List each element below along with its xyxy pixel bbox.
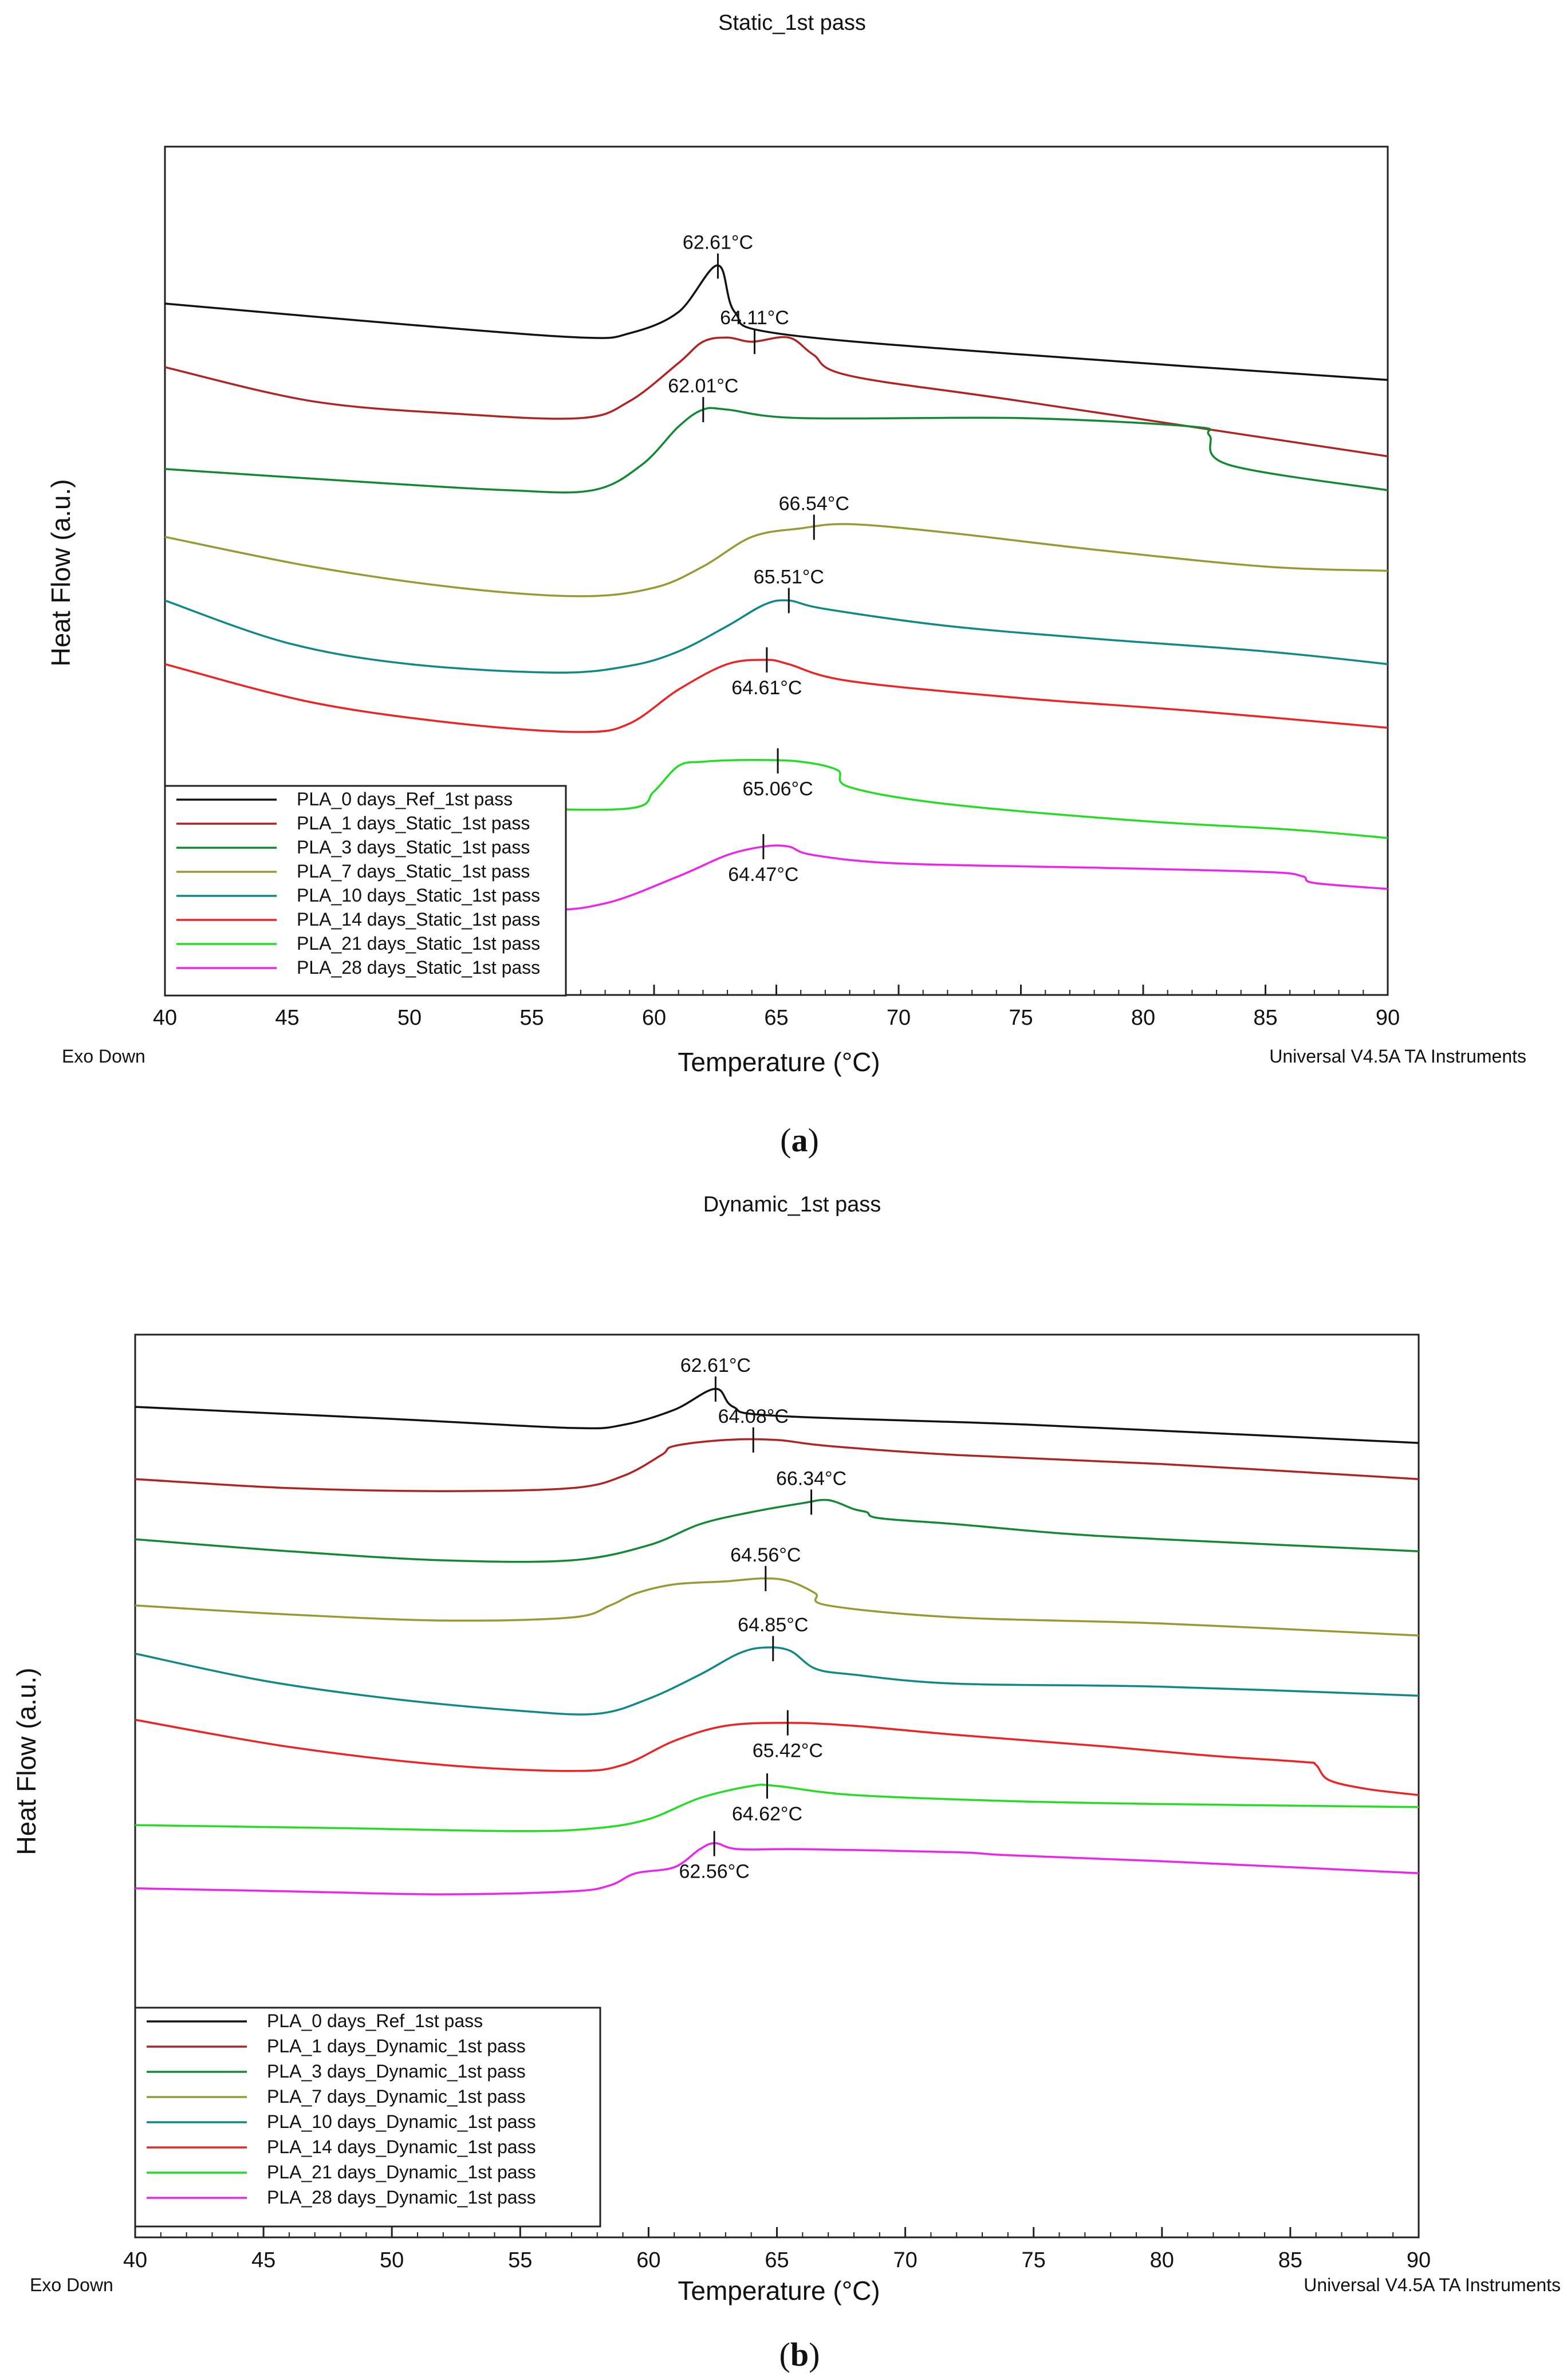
x-tick-label: 55 [519,1006,544,1030]
x-tick-label: 75 [1009,1006,1033,1030]
series-line [135,1646,1419,1716]
series-line [135,1842,1419,1895]
caption-paren: ) [808,1122,819,1159]
figure-caption: (b) [779,2336,820,2373]
footer-instrument: Universal V4.5A TA Instruments [1304,2275,1561,2295]
x-axis-label: Temperature (°C) [678,1047,880,1077]
caption-paren: ( [780,1122,791,1159]
legend-entry: PLA_0 days_Ref_1st pass [297,789,513,809]
legend-entry: PLA_1 days_Dynamic_1st pass [267,2036,526,2056]
series-line [164,659,1388,733]
peak-label: 65.51°C [754,566,824,588]
x-tick-label: 60 [642,1006,666,1030]
x-tick-label: 40 [153,1006,177,1030]
peak-label: 66.34°C [776,1468,847,1489]
legend-entry: PLA_1 days_Static_1st pass [297,813,530,833]
chart-title: Static_1st pass [718,11,866,35]
legend-box [164,785,567,997]
x-tick-label: 45 [275,1006,299,1030]
x-tick-label: 90 [1407,2248,1431,2272]
legend-entry: PLA_28 days_Dynamic_1st pass [267,2187,536,2208]
figure-caption: (a) [780,1122,819,1159]
x-tick-label: 40 [123,2248,147,2272]
footer-instrument: Universal V4.5A TA Instruments [1269,1046,1526,1067]
x-tick-label: 65 [765,2248,789,2272]
x-tick-label: 65 [764,1006,788,1030]
x-tick-label: 70 [893,2248,917,2272]
x-tick-label: 80 [1131,1006,1155,1030]
caption-letter: b [790,2336,809,2373]
y-axis-label: Heat Flow (a.u.) [11,1667,41,1855]
series-line [135,1783,1419,1832]
legend-entry: PLA_0 days_Ref_1st pass [267,2011,483,2031]
series-line [135,1718,1419,1796]
peak-label: 62.56°C [679,1861,750,1883]
peak-label: 62.01°C [668,375,738,397]
peak-label: 64.08°C [718,1406,789,1427]
chart-dynamic: Dynamic_1st pass 40 45 50 55 60 65 70 75 80 85 90 Te… [11,1193,1561,2373]
x-tick-label: 75 [1022,2248,1046,2272]
peak-label: 64.56°C [730,1544,801,1566]
caption-paren: ( [779,2336,790,2373]
legend-entry: PLA_3 days_Dynamic_1st pass [267,2061,526,2082]
legend-entry: PLA_21 days_Static_1st pass [297,933,540,954]
chart-static: Static_1st pass 40 45 50 55 60 65 70 75 80 85 90 Tem… [46,11,1526,1159]
series-line [135,1438,1419,1492]
caption-paren: ) [809,2336,820,2373]
series-line [135,1577,1419,1637]
legend-entry: PLA_28 days_Static_1st pass [297,957,540,978]
x-tick-label: 80 [1150,2248,1174,2272]
x-tick-label: 45 [251,2248,275,2272]
x-tick-label: 60 [636,2248,660,2272]
x-tick-label: 50 [397,1006,422,1030]
series-line [135,1387,1419,1444]
peak-label: 62.61°C [683,232,753,254]
legend-entry: PLA_14 days_Static_1st pass [297,909,540,930]
x-tick-label: 90 [1376,1006,1400,1030]
legend-entry: PLA_10 days_Dynamic_1st pass [267,2111,536,2132]
chart-title: Dynamic_1st pass [703,1193,881,1217]
series-line [164,264,1388,381]
legend-entry: PLA_7 days_Static_1st pass [297,861,530,882]
footer-exo-down: Exo Down [62,1046,145,1067]
legend-entry: PLA_7 days_Dynamic_1st pass [267,2086,526,2107]
series-line [135,1498,1419,1563]
peak-label: 64.61°C [731,677,802,699]
peak-label: 62.61°C [680,1355,751,1376]
series-line [164,599,1388,674]
x-tick-label: 70 [887,1006,911,1030]
y-axis-label: Heat Flow (a.u.) [46,479,76,666]
x-tick-label: 55 [508,2248,532,2272]
peak-label: 64.62°C [732,1803,802,1825]
peak-label: 66.54°C [779,493,849,514]
x-tick-label: 85 [1253,1006,1277,1030]
peak-label: 64.11°C [720,307,789,329]
x-axis-label: Temperature (°C) [678,2276,880,2306]
peak-label: 64.47°C [728,864,798,886]
caption-letter: a [792,1122,808,1159]
legend-box [134,2007,601,2228]
x-tick-label: 85 [1278,2248,1302,2272]
legend-entry: PLA_10 days_Static_1st pass [297,885,540,906]
legend-entry: PLA_3 days_Static_1st pass [297,837,530,857]
series-line [164,407,1388,494]
footer-exo-down: Exo Down [30,2275,113,2295]
x-tick-label: 50 [380,2248,404,2272]
peak-label: 64.85°C [738,1614,808,1636]
peak-label: 65.42°C [753,1740,823,1762]
series-line [164,336,1388,458]
peak-label: 65.06°C [742,778,813,800]
series-line [164,523,1388,597]
legend-entry: PLA_14 days_Dynamic_1st pass [267,2137,536,2157]
legend-entry: PLA_21 days_Dynamic_1st pass [267,2162,536,2182]
